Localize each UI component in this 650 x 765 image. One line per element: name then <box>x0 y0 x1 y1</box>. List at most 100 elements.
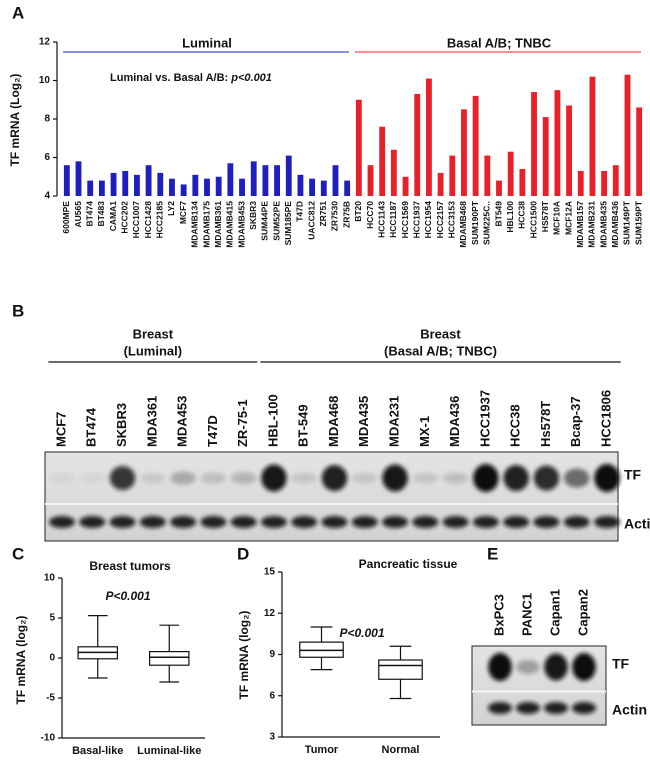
x-tick-label: BT483 <box>96 201 106 227</box>
bar <box>122 170 129 196</box>
tf-band <box>291 472 317 484</box>
x-tick-label: MDAMB361 <box>213 201 223 248</box>
actin-band <box>200 516 227 528</box>
tf-band <box>473 464 499 492</box>
bar <box>554 90 561 196</box>
x-tick-label: HCC1428 <box>143 201 153 239</box>
lane-label: MX-1 <box>417 416 432 447</box>
actin-band <box>382 516 409 528</box>
bar <box>379 126 386 196</box>
x-tick-label: Basal-like <box>72 745 123 757</box>
lane-label: MDA436 <box>447 396 462 447</box>
actin-band <box>543 702 569 714</box>
actin-band <box>260 516 287 528</box>
actin-band <box>291 516 318 528</box>
bar <box>461 109 467 196</box>
actin-band <box>472 516 499 528</box>
actin-band <box>321 516 348 528</box>
x-tick-label: BT20 <box>353 201 363 222</box>
x-tick-label: MCF7 <box>178 201 188 224</box>
lane-label: MDA361 <box>144 396 159 447</box>
group-label: (Basal A/B; TNBC) <box>384 343 497 358</box>
lane-label: BxPC3 <box>491 594 506 636</box>
lane-label: ZR-75-1 <box>235 399 250 447</box>
x-tick-label: SUM149PT <box>622 200 632 245</box>
lane-label: Hs578T <box>538 401 553 447</box>
bar <box>577 170 584 196</box>
group-label: Basal A/B; TNBC <box>447 35 552 50</box>
tf-band <box>321 465 348 491</box>
panel-letter: B <box>12 301 24 320</box>
bar <box>472 95 479 196</box>
bar <box>98 180 105 196</box>
lane-label: HBL-100 <box>265 394 280 447</box>
lane-label: SKBR3 <box>114 403 129 447</box>
y-tick-label: 3 <box>269 732 275 743</box>
x-tick-label: T47D <box>295 201 305 222</box>
x-tick-label: HCC1500 <box>528 201 538 239</box>
bar <box>309 178 316 196</box>
annotation: Luminal vs. Basal A/B: p<0.001 <box>110 72 272 84</box>
actin-band <box>48 516 76 528</box>
tf-band <box>488 653 512 681</box>
x-tick-label: HCC1954 <box>423 201 433 239</box>
bar <box>390 149 397 196</box>
group-label: (Luminal) <box>124 343 183 358</box>
lane-label: MDA231 <box>386 396 401 447</box>
bar <box>250 161 257 196</box>
x-tick-label: SUM159PT <box>633 200 643 245</box>
lane-label: HCC38 <box>508 404 523 447</box>
tf-band <box>594 464 620 492</box>
actin-band <box>571 702 597 714</box>
x-tick-label: HCC1937 <box>411 201 421 239</box>
x-tick-label: SUM52PE <box>271 201 281 241</box>
band-label: TF <box>624 467 642 483</box>
lane-label: MDA468 <box>326 396 341 447</box>
tf-band <box>49 473 75 483</box>
annotation-text: Luminal vs. Basal A/B: <box>110 72 228 84</box>
x-tick-label: HCC1569 <box>400 201 410 239</box>
x-tick-label: Normal <box>382 744 420 756</box>
x-tick-label: BT549 <box>493 201 503 227</box>
tf-band <box>503 465 529 491</box>
x-tick-label: MDAMB157 <box>575 201 585 248</box>
bar <box>180 184 187 196</box>
x-tick-label: MCF12A <box>563 201 573 235</box>
x-tick-label: MDAMB134 <box>190 201 200 248</box>
bar <box>426 78 432 196</box>
bar <box>612 165 619 196</box>
x-tick-label: ZR7530 <box>330 201 340 232</box>
chart-title: Breast tumors <box>89 559 171 573</box>
y-tick-label: 5 <box>49 613 55 624</box>
tf-band <box>544 653 568 681</box>
bar <box>274 165 280 196</box>
group-label: Breast <box>420 326 461 341</box>
y-tick-label: 6 <box>44 152 50 163</box>
lane-label: HCC1937 <box>477 390 492 447</box>
bar <box>449 155 456 196</box>
y-axis-label: TF mRNA (log₂) <box>14 616 28 705</box>
x-tick-label: HCC1007 <box>131 201 141 239</box>
tf-band <box>140 473 166 483</box>
x-tick-label: SUM225C.. <box>482 201 492 245</box>
tf-band <box>382 464 408 492</box>
bar <box>344 180 351 196</box>
bar <box>320 180 327 196</box>
x-tick-label: HCC2157 <box>435 201 445 239</box>
x-tick-label: MDAMB175 <box>201 201 211 248</box>
bar <box>63 165 70 196</box>
x-tick-label: HS578T <box>540 200 550 232</box>
x-tick-label: MDAMB436 <box>610 201 620 248</box>
bar <box>110 172 117 196</box>
tf-band <box>170 471 196 485</box>
bar <box>239 178 245 196</box>
x-tick-label: HCC1187 <box>388 201 398 238</box>
bar <box>169 178 175 196</box>
bar <box>134 174 140 196</box>
bar <box>566 105 572 196</box>
x-tick-label: MDAMB415 <box>225 201 235 248</box>
bar <box>437 172 444 196</box>
y-axis-label: TF mRNA (Log₂) <box>8 74 22 167</box>
bar <box>227 163 234 196</box>
